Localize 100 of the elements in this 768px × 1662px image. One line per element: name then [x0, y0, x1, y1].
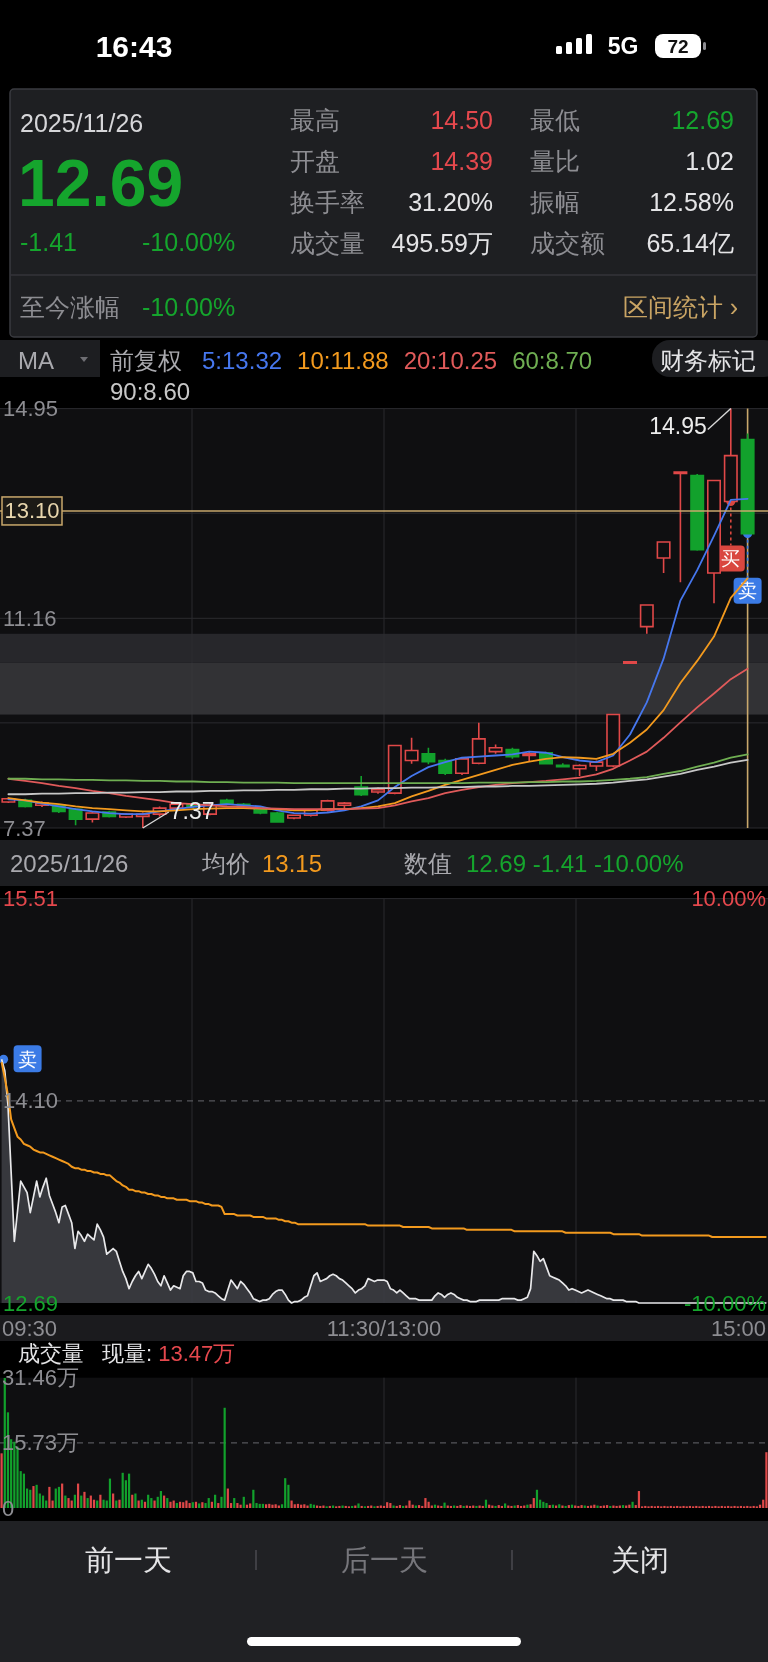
bar [73, 1494, 76, 1508]
text: 后一天 [340, 1544, 428, 1576]
text: 14.50 [430, 106, 493, 134]
chart-title: 2025/11/26 [10, 849, 129, 877]
bar [159, 1491, 163, 1508]
candlestick [286, 813, 302, 820]
text: 15:00 [710, 1315, 766, 1341]
bar [605, 1505, 609, 1508]
candlestick [488, 743, 503, 755]
text: 10:11.88 [297, 346, 389, 374]
chart-subtitle: 前复权 [110, 346, 182, 374]
chart-title: MA [18, 346, 54, 374]
text: 20:10.25 [403, 346, 498, 374]
bar [637, 1491, 641, 1508]
text: 31.20% [408, 188, 493, 216]
candlestick [656, 541, 671, 574]
text: 12.69 [671, 106, 734, 134]
text: 前一天 [84, 1544, 172, 1576]
bar [233, 1498, 236, 1508]
text: 16:43 [95, 29, 173, 63]
text: 关闭 [611, 1544, 669, 1576]
candlestick [572, 763, 587, 777]
text: 5:13.32 [202, 346, 283, 374]
candlestick [606, 713, 621, 768]
text: 区间统计 › [622, 293, 738, 321]
y-tick-label: 31.46万 [2, 1365, 80, 1391]
candlestick [370, 786, 386, 795]
text: 最高 [290, 106, 340, 134]
candlestick [270, 811, 285, 824]
text: 90:8.60 [110, 377, 191, 405]
text: 13.15 [262, 849, 323, 877]
text: 12.58% [649, 188, 734, 216]
candlestick [337, 801, 352, 810]
bar [417, 1505, 421, 1508]
bar [408, 1500, 411, 1508]
candlestick [421, 746, 436, 766]
text: 最低 [530, 106, 580, 134]
candlestick [85, 811, 100, 824]
ref-line-label: 13.10 [4, 498, 60, 524]
bar [217, 1503, 220, 1508]
bar [621, 1505, 625, 1508]
text: 12.69 -1.41 -10.00% [466, 849, 684, 877]
text: 换手率 [290, 188, 365, 216]
bar [147, 1494, 150, 1508]
annotation: 卖 [738, 580, 758, 602]
y-tick-label: 11.16 [3, 605, 57, 631]
text: 财务标记 [660, 346, 756, 374]
text: 14.39 [430, 147, 493, 175]
chart-title: 成交量 [18, 1340, 84, 1366]
bar [264, 1504, 268, 1508]
text: 09:30 [2, 1315, 58, 1341]
y-tick-label: 15.51 [3, 886, 59, 912]
bar [284, 1478, 287, 1508]
bar [99, 1494, 102, 1508]
bar [535, 1489, 539, 1508]
text: -10.00% [142, 228, 236, 256]
candlestick [639, 604, 654, 635]
candlestick [454, 756, 470, 776]
annotation: 卖 [18, 1048, 38, 1070]
chart-subtitle: 现量: 13.47万 [102, 1340, 236, 1366]
bar [0, 1453, 3, 1508]
y-tick-label: 14.95 [3, 396, 59, 422]
text: 成交量 [290, 229, 365, 257]
bar [223, 1407, 226, 1508]
bar [252, 1489, 255, 1508]
text: 65.14亿 [646, 229, 734, 257]
line-series [7, 753, 749, 785]
bar [57, 1486, 61, 1508]
bar [290, 1500, 293, 1508]
bar [532, 1498, 535, 1508]
text: 数值 [404, 849, 452, 877]
text: 均价 [201, 849, 250, 877]
bar [236, 1503, 239, 1508]
candlestick [555, 762, 570, 768]
text: 72 [667, 35, 689, 57]
bar [386, 1502, 389, 1508]
text: 1.02 [685, 147, 734, 175]
text: 5G [607, 33, 639, 59]
bar [765, 1452, 768, 1508]
bar [185, 1500, 188, 1508]
y-tick-label: 7.37 [3, 815, 46, 841]
text: 60:8.70 [512, 346, 593, 374]
text: -1.41 [20, 228, 77, 256]
bar [121, 1472, 124, 1508]
bar [214, 1494, 217, 1508]
text: 至今涨幅 [20, 293, 120, 321]
candlestick [706, 479, 722, 605]
bar [182, 1502, 185, 1508]
text: 2025/11/26 [20, 109, 144, 137]
candlestick [471, 722, 486, 766]
candlestick [673, 471, 688, 584]
text: 振幅 [530, 188, 580, 216]
text: 开盘 [290, 147, 340, 175]
annotation: 14.95 [649, 412, 707, 439]
text: 量比 [530, 147, 580, 175]
bar [239, 1504, 242, 1508]
y2-tick-label: 10.00% [691, 886, 766, 912]
candlestick [690, 473, 705, 552]
candlestick [404, 737, 419, 765]
line-series [7, 759, 749, 796]
